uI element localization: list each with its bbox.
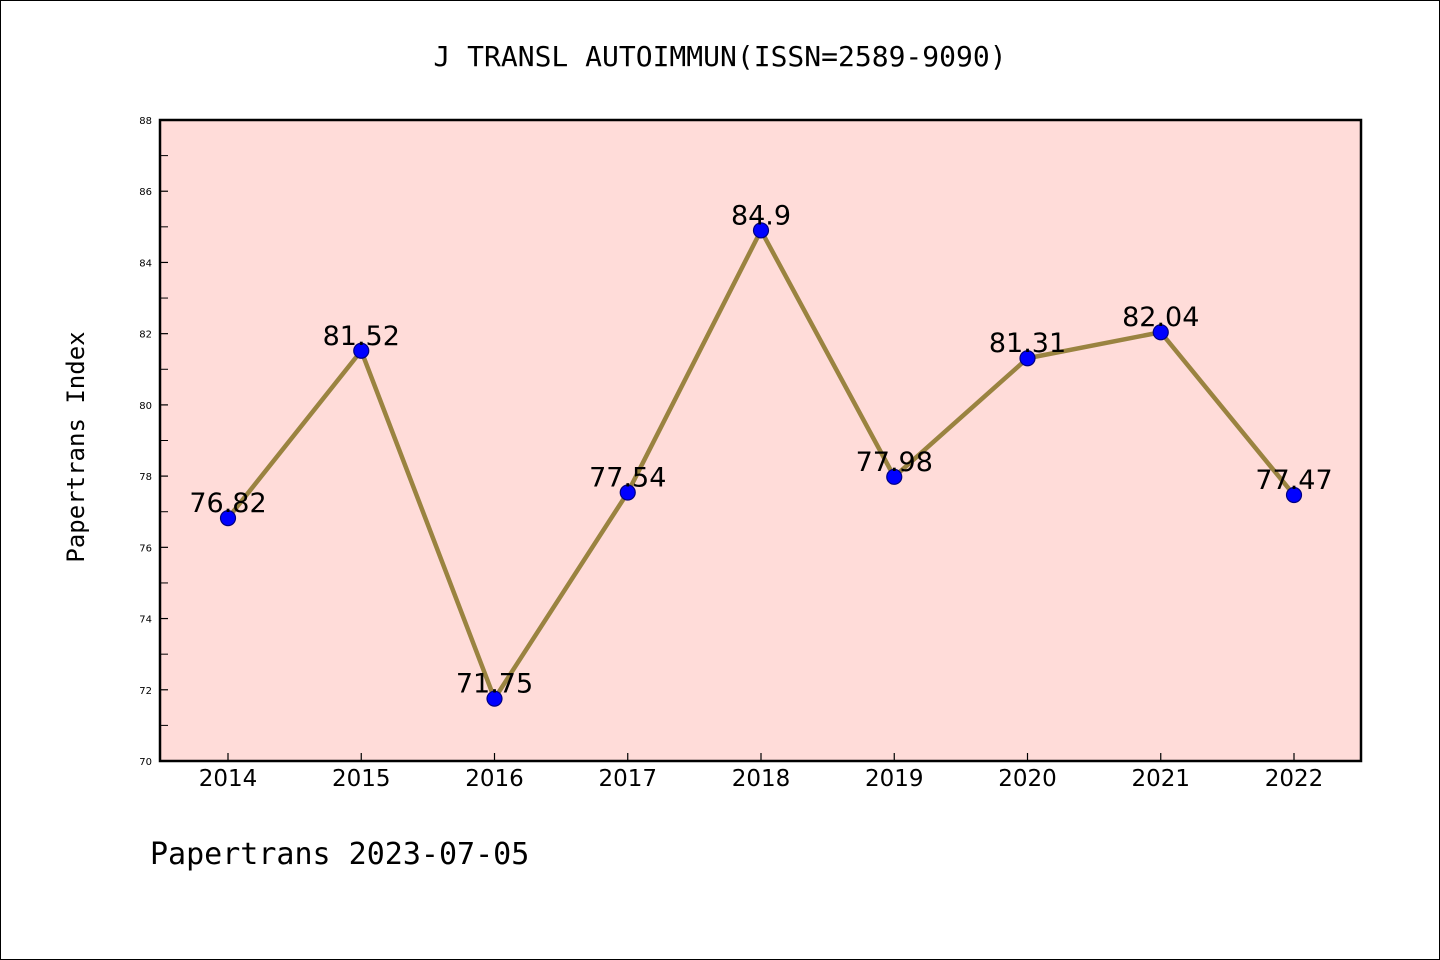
y-tick-label: 76 — [139, 543, 152, 554]
data-point — [353, 342, 370, 359]
data-label: 77.47 — [1255, 465, 1332, 496]
x-tick-label: 2015 — [332, 766, 391, 792]
data-point — [486, 690, 503, 707]
x-tick-label: 2018 — [732, 766, 791, 792]
y-tick-label: 78 — [139, 472, 152, 483]
x-tick-label: 2017 — [598, 766, 657, 792]
data-label: 77.54 — [589, 462, 666, 493]
data-point — [619, 484, 636, 501]
data-label: 81.31 — [989, 328, 1066, 359]
data-point — [752, 222, 770, 239]
y-tick-label: 88 — [139, 116, 152, 127]
y-tick-label: 74 — [139, 615, 152, 626]
x-axis: 2014 2015 2016 2017 2018 2019 2020 2021 2022 — [199, 753, 1324, 792]
y-tick-label: 82 — [139, 330, 152, 341]
y-tick-label: 86 — [139, 187, 152, 198]
y-axis-label: Papertrans Index — [62, 331, 90, 562]
series-group — [219, 222, 1303, 707]
x-tick-label: 2022 — [1265, 766, 1324, 792]
y-tick-label: 84 — [139, 258, 152, 269]
data-label: 81.52 — [323, 321, 400, 352]
data-point — [886, 468, 903, 485]
x-tick-label: 2020 — [998, 766, 1057, 792]
y-tick-label: 70 — [139, 757, 152, 768]
x-tick-label: 2021 — [1131, 766, 1190, 792]
x-tick-label: 2019 — [865, 766, 924, 792]
data-label-group: 76.82 81.52 71.75 77.54 84.9 77.98 81.31 82.04 7… — [189, 200, 1332, 699]
plot-border — [158, 118, 1363, 763]
x-tick-label: 2014 — [199, 766, 258, 792]
x-tick-label: 2016 — [465, 766, 524, 792]
chart-title: J TRANSL AUTOIMMUN(ISSN=2589-9090) — [433, 40, 1006, 73]
data-label: 84.9 — [731, 200, 791, 231]
footer-credit: Papertrans 2023-07-05 — [150, 837, 529, 872]
y-tick-label: 72 — [139, 686, 152, 697]
data-label: 82.04 — [1122, 302, 1199, 333]
data-point — [219, 510, 237, 527]
y-tick-label: 80 — [139, 401, 152, 412]
data-point — [1285, 486, 1303, 504]
data-label: 76.82 — [189, 488, 266, 519]
data-point — [1152, 324, 1169, 341]
data-label: 77.98 — [856, 447, 933, 478]
data-label: 71.75 — [456, 669, 533, 700]
y-axis: 70 72 74 76 78 80 82 84 86 88 — [139, 116, 168, 768]
data-point — [1019, 350, 1036, 367]
